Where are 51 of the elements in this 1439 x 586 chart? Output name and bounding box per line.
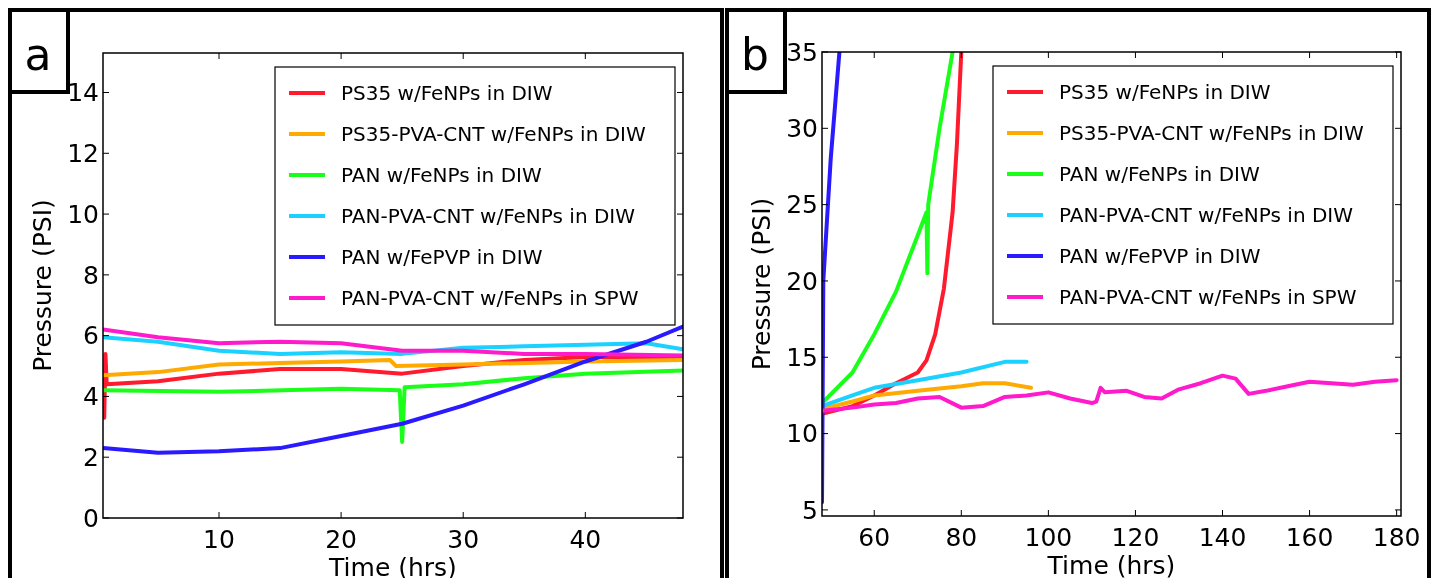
legend-label: PS35-PVA-CNT w/FeNPs in DIW: [341, 122, 646, 146]
y-tick-label: 2: [83, 442, 99, 472]
text: a: [24, 29, 52, 80]
x-tick-label: 140: [1198, 523, 1247, 552]
y-tick-label: 5: [802, 495, 818, 525]
x-tick-label: 20: [325, 525, 358, 554]
legend-label: PAN w/FePVP in DIW: [1059, 244, 1261, 268]
y-axis-title: Pressure (PSI): [28, 199, 57, 372]
line-series: [103, 324, 683, 455]
legend-label: PAN w/FeNPs in DIW: [341, 163, 542, 187]
legend-label: PAN-PVA-CNT w/FeNPs in SPW: [341, 286, 639, 310]
legend-label: PAN-PVA-CNT w/FeNPs in DIW: [1059, 203, 1354, 227]
legend-label: PS35 w/FeNPs in DIW: [1059, 80, 1271, 104]
x-tick-label: 160: [1285, 523, 1334, 552]
y-tick-label: 30: [786, 114, 818, 144]
x-tick-label: 40: [569, 525, 602, 554]
y-tick-label: 0: [83, 503, 99, 533]
y-tick-label: 6: [83, 321, 99, 351]
y-tick-label: 12: [67, 139, 99, 169]
line-series: [103, 357, 683, 378]
line-series: [822, 359, 1029, 409]
line-series: [103, 335, 683, 356]
legend-label: PS35 w/FeNPs in DIW: [341, 81, 553, 105]
line-series: [103, 327, 683, 358]
x-tick-label: 100: [1024, 523, 1073, 552]
legend-label: PAN w/FeNPs in DIW: [1059, 162, 1260, 186]
x-tick-label: 120: [1111, 523, 1160, 552]
legend-label: PAN w/FePVP in DIW: [341, 245, 543, 269]
legend-label: PAN-PVA-CNT w/FeNPs in SPW: [1059, 285, 1357, 309]
y-tick-label: 10: [67, 199, 99, 229]
legend-label: PAN-PVA-CNT w/FeNPs in DIW: [341, 204, 636, 228]
y-tick-label: 35: [786, 37, 818, 67]
x-tick-label: 60: [858, 523, 891, 552]
legend-label: PS35-PVA-CNT w/FeNPs in DIW: [1059, 121, 1364, 145]
y-tick-label: 25: [786, 190, 818, 220]
x-tick-label: 10: [203, 525, 235, 554]
x-tick-label: 180: [1372, 523, 1421, 552]
y-tick-label: 10: [786, 419, 818, 449]
line-series: [822, 52, 842, 505]
text: b: [741, 29, 769, 80]
y-tick-label: 8: [83, 260, 99, 290]
x-tick-label: 30: [447, 525, 480, 554]
y-axis-title: Pressure (PSI): [747, 197, 776, 371]
line-series: [822, 373, 1399, 413]
y-tick-label: 15: [786, 343, 818, 373]
y-tick-label: 20: [786, 266, 818, 296]
y-tick-label: 14: [67, 78, 99, 108]
x-tick-label: 80: [945, 523, 978, 552]
line-series: [103, 368, 683, 445]
x-axis-title: Time (hrs): [1046, 551, 1176, 580]
y-tick-label: 4: [83, 382, 99, 412]
